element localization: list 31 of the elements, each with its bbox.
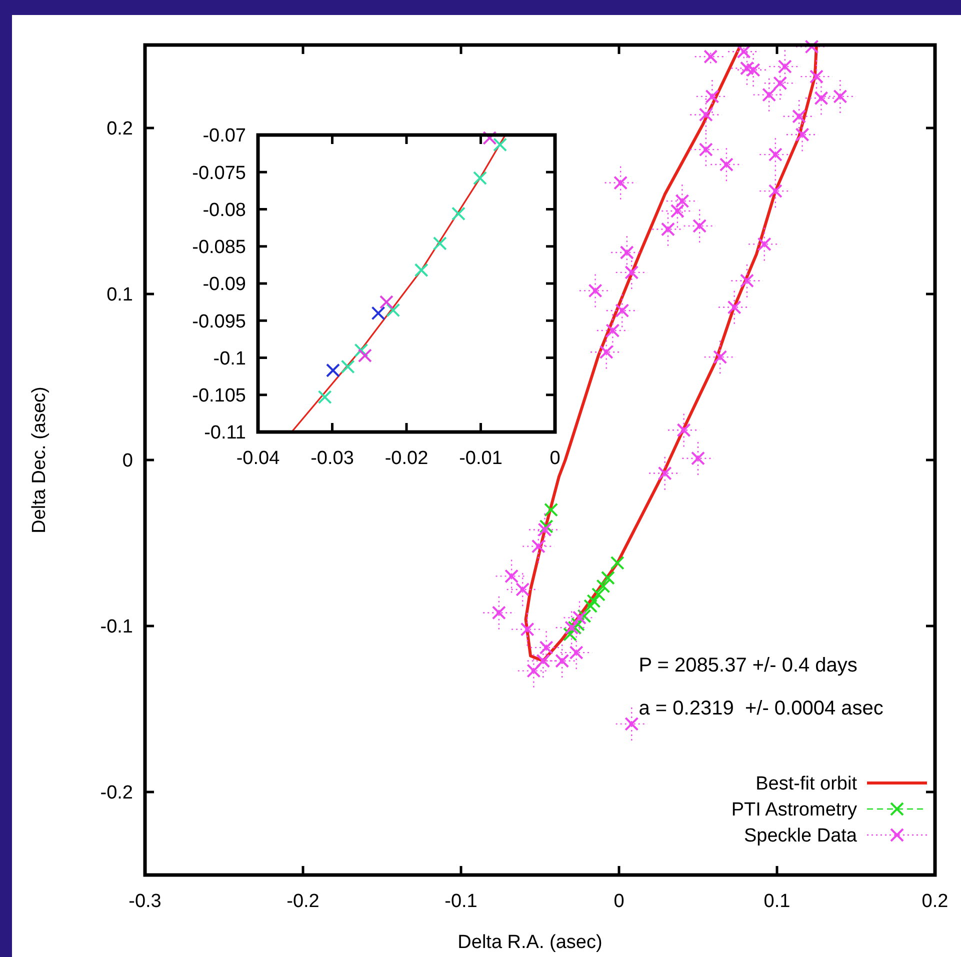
y-tick-label: -0.1 — [100, 616, 133, 638]
legend-label: PTI Astrometry — [731, 800, 858, 821]
y-tick-label: -0.07 — [202, 126, 246, 147]
legend-label: Speckle Data — [744, 826, 858, 847]
x-tick-label: -0.01 — [459, 448, 502, 469]
x-tick-label: 0.1 — [764, 891, 790, 912]
y-tick-label: -0.11 — [204, 422, 246, 444]
x-tick-label: -0.04 — [236, 448, 280, 469]
legend-label: Best-fit orbit — [756, 774, 858, 795]
y-tick-label: -0.105 — [192, 386, 246, 407]
x-tick-label: -0.1 — [444, 891, 478, 912]
y-tick-label: 0.2 — [106, 118, 133, 140]
x-tick-label: 0.2 — [922, 891, 948, 912]
x-tick-label: 0 — [614, 891, 624, 912]
y-axis-title: Delta Dec. (asec) — [29, 386, 50, 534]
y-tick-label: -0.095 — [192, 311, 246, 332]
y-tick-label: -0.1 — [213, 348, 246, 370]
y-tick-label: -0.09 — [202, 274, 246, 296]
y-tick-label: -0.085 — [192, 237, 246, 258]
y-tick-label: -0.2 — [100, 782, 133, 804]
annotation: P = 2085.37 +/- 0.4 days — [638, 654, 858, 677]
y-tick-label: 0.1 — [106, 284, 133, 306]
x-axis-title: Delta R.A. (asec) — [458, 932, 602, 953]
x-tick-label: -0.03 — [310, 448, 354, 469]
x-tick-label: -0.02 — [384, 448, 428, 469]
annotation: a = 0.2319 +/- 0.0004 asec — [638, 698, 884, 720]
y-tick-label: -0.075 — [192, 162, 246, 184]
y-tick-label: -0.08 — [202, 200, 246, 221]
x-tick-label: -0.2 — [286, 891, 320, 912]
x-tick-label: 0 — [550, 448, 560, 469]
x-tick-label: -0.3 — [128, 891, 162, 912]
